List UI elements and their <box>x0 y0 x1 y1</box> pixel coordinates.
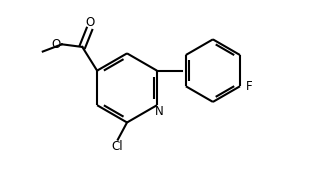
Text: O: O <box>85 16 94 29</box>
Text: N: N <box>155 105 164 118</box>
Text: F: F <box>246 80 253 93</box>
Text: O: O <box>52 38 61 51</box>
Text: Cl: Cl <box>111 140 123 153</box>
